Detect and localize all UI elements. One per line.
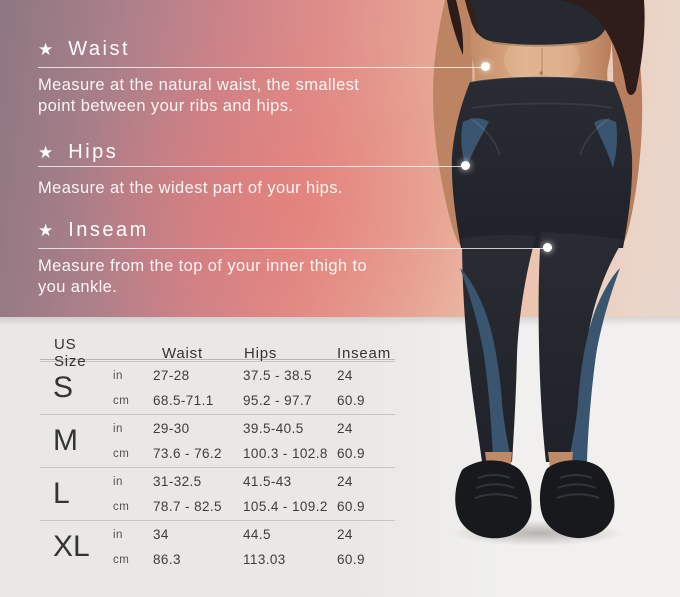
guide-description-hips: Measure at the widest part of your hips. <box>38 179 343 197</box>
unit-label-in: in <box>113 475 123 488</box>
col-header-hips: Hips <box>244 344 278 362</box>
inseam-in-value: 24 <box>337 421 353 436</box>
size-label: L <box>53 477 70 510</box>
hips-indicator-dot <box>461 161 470 170</box>
guide-description-inseam: Measure from the top of your inner thigh… <box>38 257 368 296</box>
hips-cm-value: 105.4 - 109.2 <box>243 499 328 514</box>
guide-title-inseam: Inseam <box>68 218 149 241</box>
unit-label-in: in <box>113 369 123 382</box>
guide-heading: ★ Waist <box>38 37 390 61</box>
size-table: US Size Waist Hips Inseam S in 27-28 37.… <box>40 336 395 573</box>
unit-label-in: in <box>113 528 123 541</box>
waist-indicator-dot <box>481 62 490 71</box>
size-row-s: S in 27-28 37.5 - 38.5 24 cm 68.5-71.1 9… <box>40 362 395 414</box>
inseam-cm-value: 60.9 <box>337 393 365 408</box>
guide-section-hips: ★ Hips Measure at the widest part of you… <box>38 140 343 199</box>
waist-in-value: 27-28 <box>153 368 190 383</box>
inseam-in-value: 24 <box>337 368 353 383</box>
star-icon: ★ <box>38 39 54 59</box>
guide-title-hips: Hips <box>68 140 119 163</box>
inseam-cm-value: 60.9 <box>337 552 365 567</box>
inseam-cm-value: 60.9 <box>337 446 365 461</box>
size-row-l: L in 31-32.5 41.5-43 24 cm 78.7 - 82.5 1… <box>40 467 395 520</box>
model-photo <box>433 0 645 546</box>
size-row-m: M in 29-30 39.5-40.5 24 cm 73.6 - 76.2 1… <box>40 414 395 467</box>
inseam-in-value: 24 <box>337 527 353 542</box>
waist-cm-value: 86.3 <box>153 552 181 567</box>
inseam-cm-value: 60.9 <box>337 499 365 514</box>
hips-cm-value: 95.2 - 97.7 <box>243 393 312 408</box>
col-header-inseam: Inseam <box>337 344 391 362</box>
leggings <box>451 76 633 462</box>
waist-cm-value: 78.7 - 82.5 <box>153 499 222 514</box>
inseam-in-value: 24 <box>337 474 353 489</box>
guide-section-waist: ★ Waist Measure at the natural waist, th… <box>38 37 390 117</box>
col-header-waist: Waist <box>162 344 203 362</box>
unit-label-cm: cm <box>113 394 130 407</box>
hips-in-value: 37.5 - 38.5 <box>243 368 312 383</box>
shoe-laces <box>474 474 600 499</box>
star-icon: ★ <box>38 142 54 162</box>
inseam-indicator-dot <box>543 243 552 252</box>
size-label: M <box>53 424 78 457</box>
hips-cm-value: 100.3 - 102.8 <box>243 446 328 461</box>
waist-in-value: 34 <box>153 527 169 542</box>
unit-label-cm: cm <box>113 447 130 460</box>
hips-in-value: 44.5 <box>243 527 271 542</box>
guide-description-waist: Measure at the natural waist, the smalle… <box>38 76 360 115</box>
waist-cm-value: 68.5-71.1 <box>153 393 214 408</box>
size-label: S <box>53 371 74 404</box>
waist-in-value: 29-30 <box>153 421 190 436</box>
inseam-indicator-line <box>38 248 548 249</box>
hips-indicator-line <box>38 166 466 167</box>
model-hair <box>447 0 645 96</box>
sneakers <box>455 460 615 539</box>
guide-section-inseam: ★ Inseam Measure from the top of your in… <box>38 218 370 298</box>
guide-title-waist: Waist <box>68 37 131 60</box>
star-icon: ★ <box>38 220 54 240</box>
col-header-us-size: US Size <box>54 336 87 370</box>
header-divider <box>40 359 395 362</box>
waist-indicator-line <box>38 67 486 68</box>
unit-label-cm: cm <box>113 500 130 513</box>
leggings-navy-panels <box>460 117 620 462</box>
guide-heading: ★ Inseam <box>38 218 370 242</box>
sports-bra <box>466 0 614 47</box>
hips-in-value: 39.5-40.5 <box>243 421 304 436</box>
waist-in-value: 31-32.5 <box>153 474 202 489</box>
hips-cm-value: 113.03 <box>243 552 286 567</box>
size-row-xl: XL in 34 44.5 24 cm 86.3 113.03 60.9 <box>40 520 395 573</box>
size-label: XL <box>53 530 90 563</box>
hips-in-value: 41.5-43 <box>243 474 292 489</box>
guide-heading: ★ Hips <box>38 140 343 164</box>
unit-label-in: in <box>113 422 123 435</box>
waist-cm-value: 73.6 - 76.2 <box>153 446 222 461</box>
unit-label-cm: cm <box>113 553 130 566</box>
size-table-header-row: US Size Waist Hips Inseam <box>40 336 395 370</box>
